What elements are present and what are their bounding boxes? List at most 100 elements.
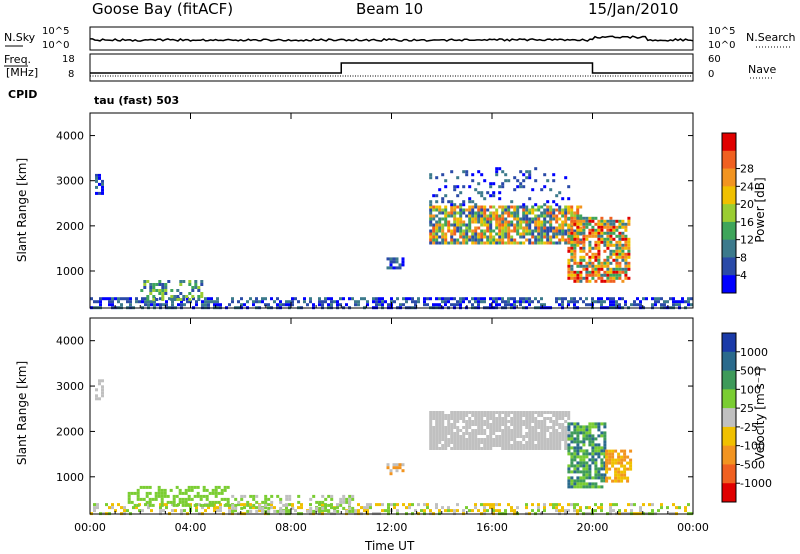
heatmap-cell bbox=[588, 437, 592, 441]
heatmap-cell bbox=[678, 303, 681, 307]
heatmap-cell bbox=[453, 220, 457, 224]
heatmap-cell bbox=[161, 289, 165, 292]
heatmap-cell bbox=[417, 297, 420, 301]
heatmap-cell bbox=[429, 208, 433, 212]
heatmap-cell bbox=[588, 458, 592, 462]
heatmap-cell bbox=[570, 464, 574, 468]
heatmap-cell bbox=[468, 220, 472, 224]
heatmap-cell bbox=[432, 426, 436, 429]
heatmap-cell bbox=[555, 441, 559, 444]
heatmap-cell bbox=[597, 297, 600, 301]
heatmap-cell bbox=[483, 447, 487, 450]
heatmap-cell bbox=[447, 300, 450, 304]
heatmap-cell bbox=[162, 303, 165, 307]
heatmap-cell bbox=[158, 289, 162, 292]
heatmap-cell bbox=[417, 503, 420, 507]
heatmap-cell bbox=[516, 441, 520, 444]
heatmap-cell bbox=[528, 170, 532, 174]
heatmap-cell bbox=[555, 435, 559, 438]
heatmap-cell bbox=[585, 219, 589, 223]
heatmap-cell bbox=[546, 447, 550, 450]
heatmap-cell bbox=[594, 270, 598, 274]
heatmap-cell bbox=[435, 208, 439, 212]
heatmap-cell bbox=[603, 461, 607, 465]
heatmap-cell bbox=[465, 432, 469, 435]
heatmap-cell bbox=[507, 211, 511, 215]
heatmap-cell bbox=[501, 429, 505, 432]
heatmap-cell bbox=[597, 252, 601, 256]
heatmap-cell bbox=[552, 438, 556, 441]
heatmap-cell bbox=[456, 205, 460, 209]
heatmap-cell bbox=[537, 238, 541, 242]
heatmap-cell bbox=[189, 506, 192, 510]
date-title: 15/Jan/2010 bbox=[588, 0, 679, 18]
heatmap-cell bbox=[567, 276, 571, 280]
heatmap-cell bbox=[93, 503, 96, 507]
heatmap-cell bbox=[184, 500, 188, 504]
heatmap-cell bbox=[561, 208, 565, 212]
heatmap-cell bbox=[588, 434, 592, 438]
heatmap-cell bbox=[441, 420, 445, 423]
heatmap-cell bbox=[211, 500, 215, 504]
heatmap-cell bbox=[243, 494, 247, 498]
heatmap-cell bbox=[486, 417, 490, 420]
heatmap-cell bbox=[585, 437, 589, 441]
heatmap-cell bbox=[228, 509, 231, 513]
heatmap-cell bbox=[626, 461, 630, 465]
heatmap-cell bbox=[214, 491, 218, 495]
heatmap-cell bbox=[261, 509, 265, 513]
heatmap-cell bbox=[582, 479, 586, 483]
heatmap-cell bbox=[570, 240, 574, 244]
heatmap-cell bbox=[594, 509, 597, 513]
heatmap-cell bbox=[395, 463, 399, 467]
heatmap-cell bbox=[357, 300, 360, 304]
heatmap-cell bbox=[504, 208, 508, 212]
heatmap-cell bbox=[531, 241, 535, 245]
heatmap-cell bbox=[579, 240, 583, 244]
heatmap-cell bbox=[483, 235, 487, 239]
heatmap-cell bbox=[564, 241, 568, 245]
heatmap-cell bbox=[139, 485, 143, 489]
heatmap-cell bbox=[441, 297, 444, 301]
heatmap-cell bbox=[101, 188, 104, 192]
heatmap-cell bbox=[519, 429, 523, 432]
heatmap-cell bbox=[603, 270, 607, 274]
heatmap-cell bbox=[179, 283, 183, 286]
heatmap-cell bbox=[576, 240, 580, 244]
heatmap-cell bbox=[594, 279, 598, 283]
heatmap-cell bbox=[498, 191, 502, 195]
heatmap-cell bbox=[126, 509, 129, 513]
heatmap-cell bbox=[567, 211, 571, 215]
heatmap-cell bbox=[519, 414, 523, 417]
heatmap-cell bbox=[199, 503, 203, 507]
heatmap-cell bbox=[93, 509, 96, 513]
heatmap-cell bbox=[152, 295, 156, 298]
heatmap-cell bbox=[477, 170, 481, 174]
heatmap-cell bbox=[471, 217, 475, 221]
heatmap-cell bbox=[141, 509, 144, 513]
heatmap-cell bbox=[576, 216, 580, 220]
heatmap-cell bbox=[444, 435, 448, 438]
heatmap-cell bbox=[525, 214, 529, 218]
colorbar-segment bbox=[722, 351, 736, 372]
heatmap-cell bbox=[585, 434, 589, 438]
heatmap-cell bbox=[456, 223, 460, 227]
heatmap-cell bbox=[393, 506, 396, 510]
heatmap-cell bbox=[465, 238, 469, 242]
heatmap-cell bbox=[573, 437, 577, 441]
heatmap-cell bbox=[534, 411, 538, 414]
heatmap-cell bbox=[450, 200, 454, 204]
heatmap-cell bbox=[579, 455, 583, 459]
heatmap-cell bbox=[453, 232, 457, 236]
heatmap-cell bbox=[101, 394, 104, 398]
heatmap-cell bbox=[471, 420, 475, 423]
heatmap-cell bbox=[435, 205, 439, 209]
heatmap-cell bbox=[450, 303, 453, 307]
nsky-tick-bottom-left: 10^0 bbox=[42, 40, 70, 51]
heatmap-cell bbox=[453, 217, 457, 221]
heatmap-cell bbox=[612, 219, 616, 223]
heatmap-cell bbox=[450, 426, 454, 429]
heatmap-cell bbox=[546, 211, 550, 215]
colorbar-segment bbox=[722, 445, 736, 465]
heatmap-cell bbox=[582, 255, 586, 259]
